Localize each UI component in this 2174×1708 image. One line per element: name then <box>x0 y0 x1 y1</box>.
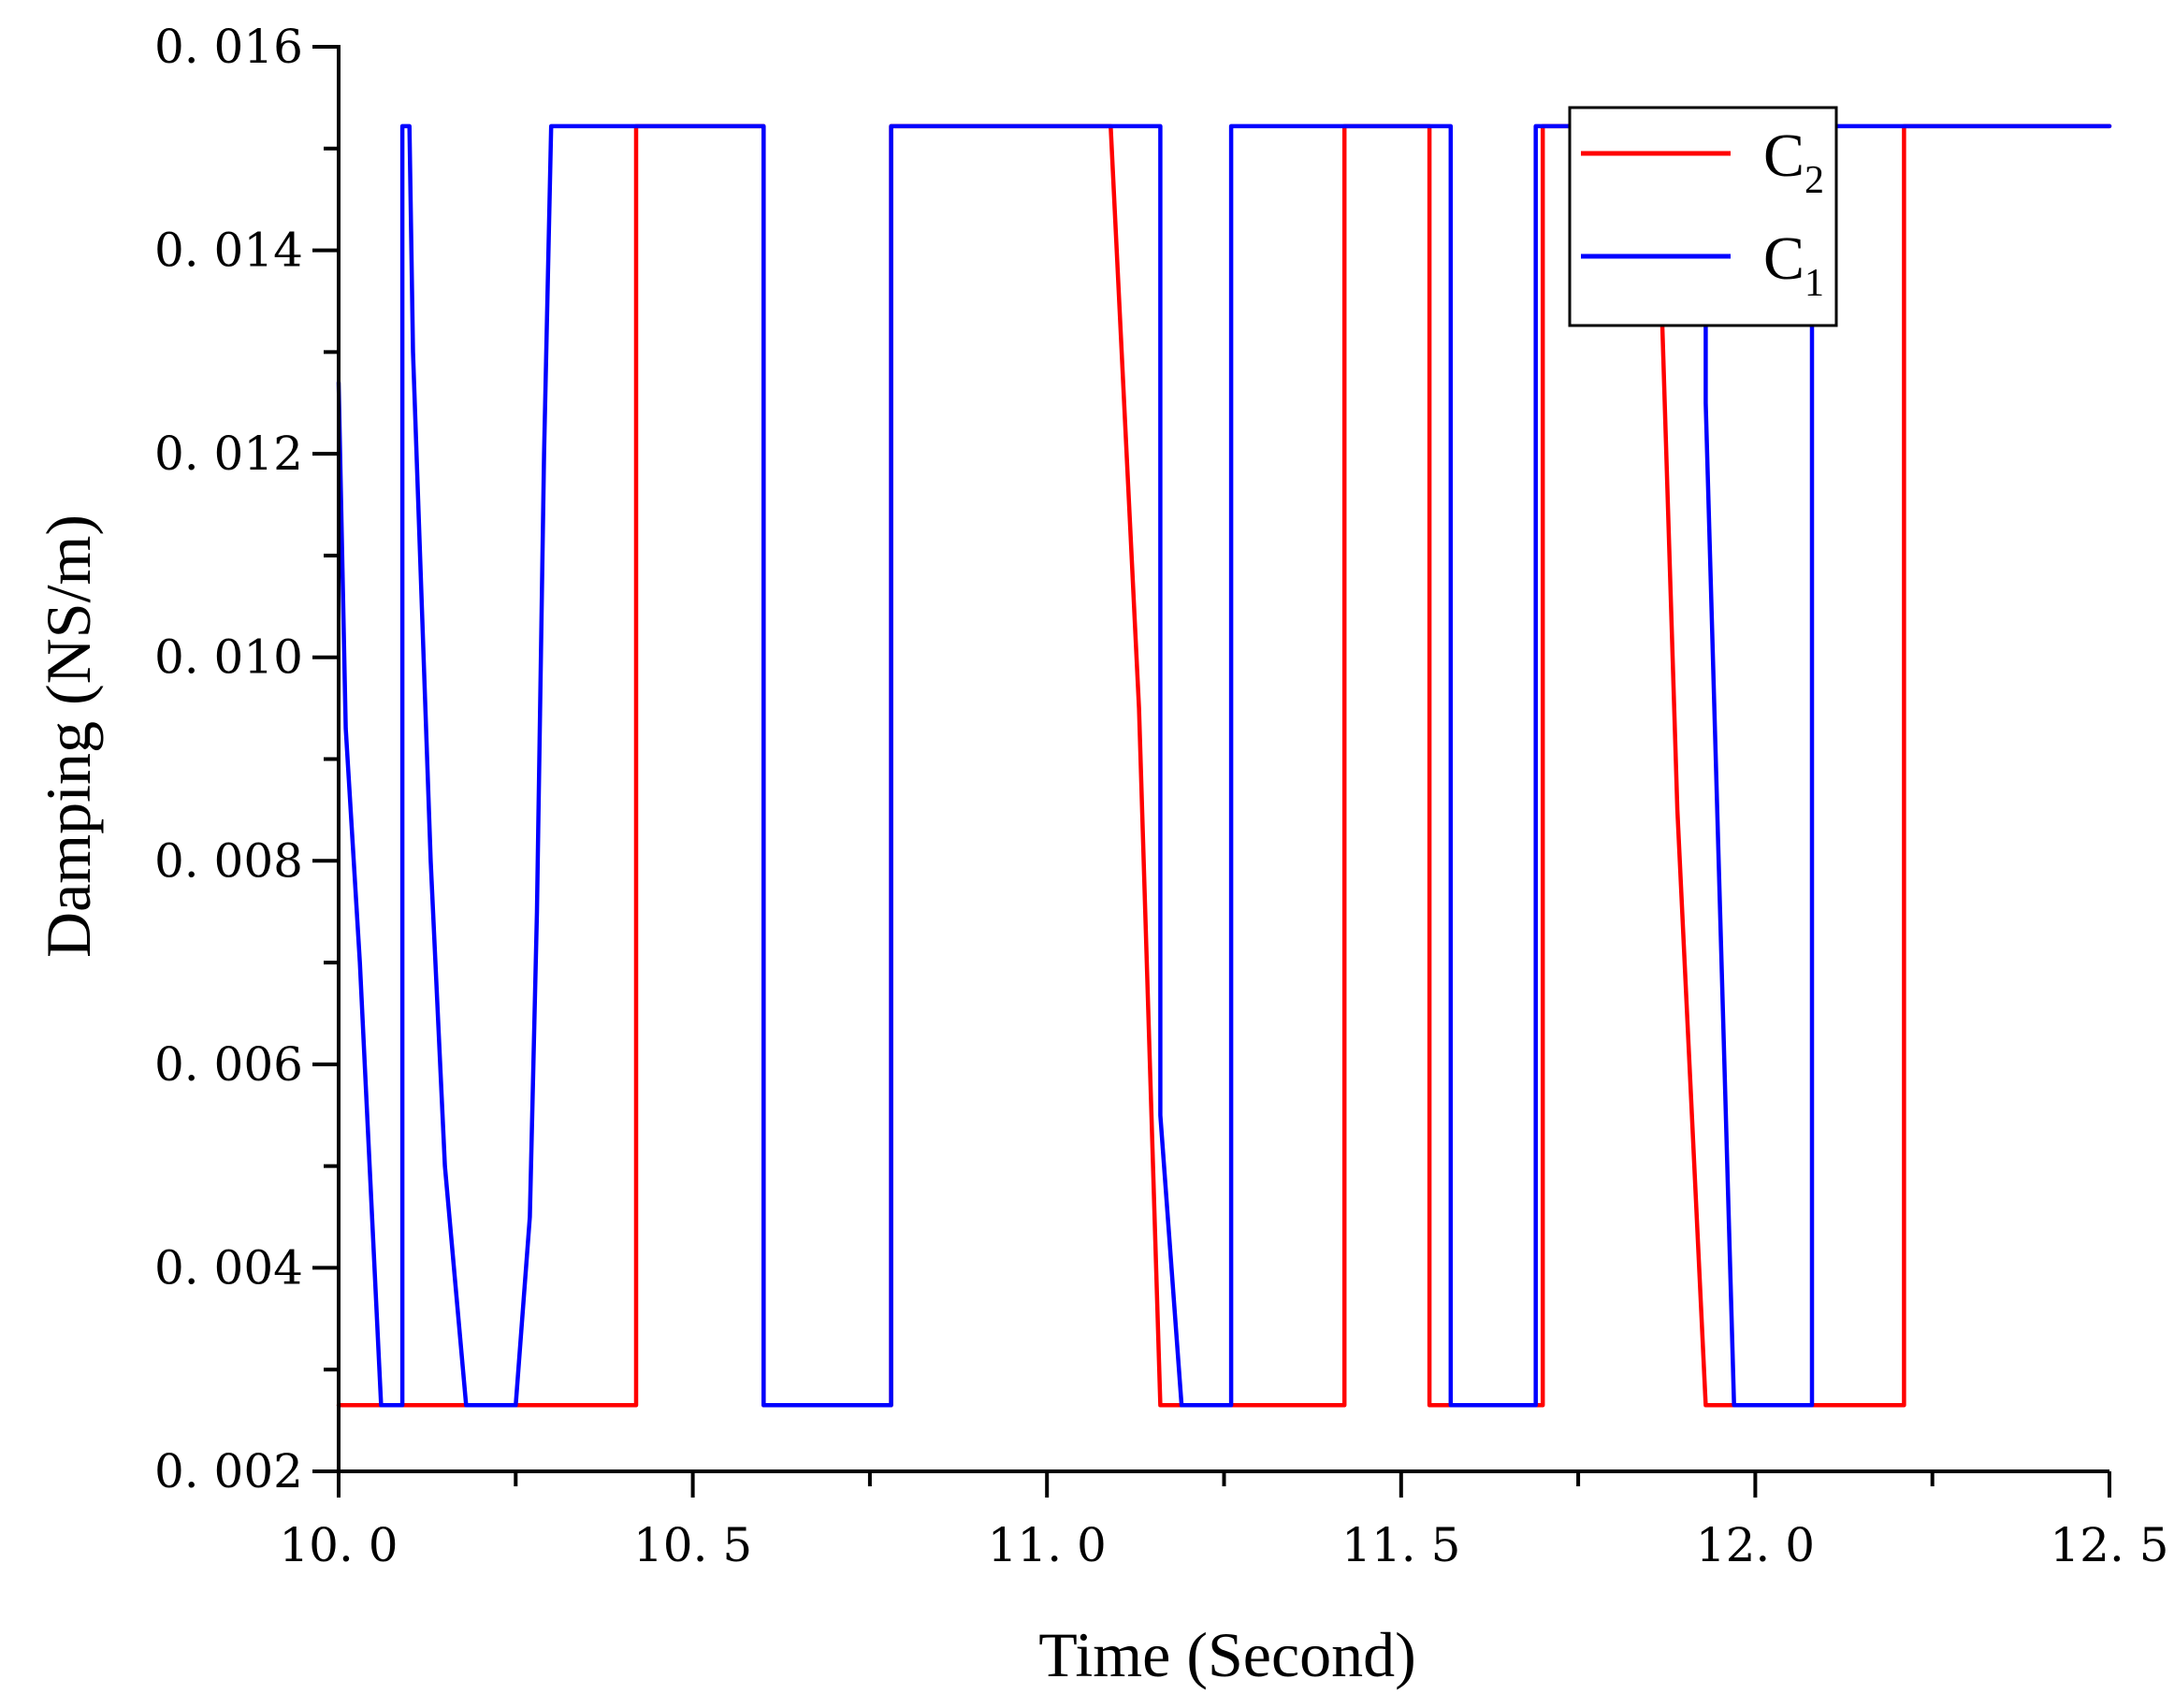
legend-label-c2: C2 <box>1763 122 1824 202</box>
y-tick-label: 0. 006 <box>154 1037 303 1092</box>
y-tick-label: 0. 002 <box>154 1444 303 1498</box>
x-tick-label: 12. 0 <box>1696 1518 1815 1572</box>
x-tick-label: 10. 5 <box>633 1518 752 1572</box>
x-tick-label: 11. 0 <box>988 1518 1107 1572</box>
legend-box <box>1568 106 1838 327</box>
legend: C2 C1 <box>1568 106 1838 327</box>
series-line-c1 <box>336 123 2112 1408</box>
x-tick-label: 11. 5 <box>1341 1518 1460 1572</box>
ticks-layer: 10. 0 10. 5 11. 0 11. 5 12. 0 12. 5 0. 002 0. 0… <box>154 20 2169 1572</box>
x-axis-title: Time (Second) <box>1038 1619 1416 1690</box>
y-tick-label: 0. 004 <box>154 1240 303 1295</box>
y-tick-label: 0. 012 <box>154 427 303 481</box>
series-line-c2 <box>336 123 2112 1408</box>
legend-label-c1: C1 <box>1763 224 1824 305</box>
x-tick-label: 12. 5 <box>2050 1518 2168 1572</box>
y-tick-label: 0. 016 <box>154 20 303 74</box>
y-tick-label: 0. 008 <box>154 833 303 888</box>
y-tick-label: 0. 010 <box>154 630 303 685</box>
axes-layer <box>337 45 2109 1473</box>
series-layer <box>336 123 2112 1408</box>
y-tick-label: 0. 014 <box>154 224 303 278</box>
x-tick-label: 10. 0 <box>279 1518 398 1572</box>
y-axis-title: Damping (NS/m) <box>33 514 104 958</box>
